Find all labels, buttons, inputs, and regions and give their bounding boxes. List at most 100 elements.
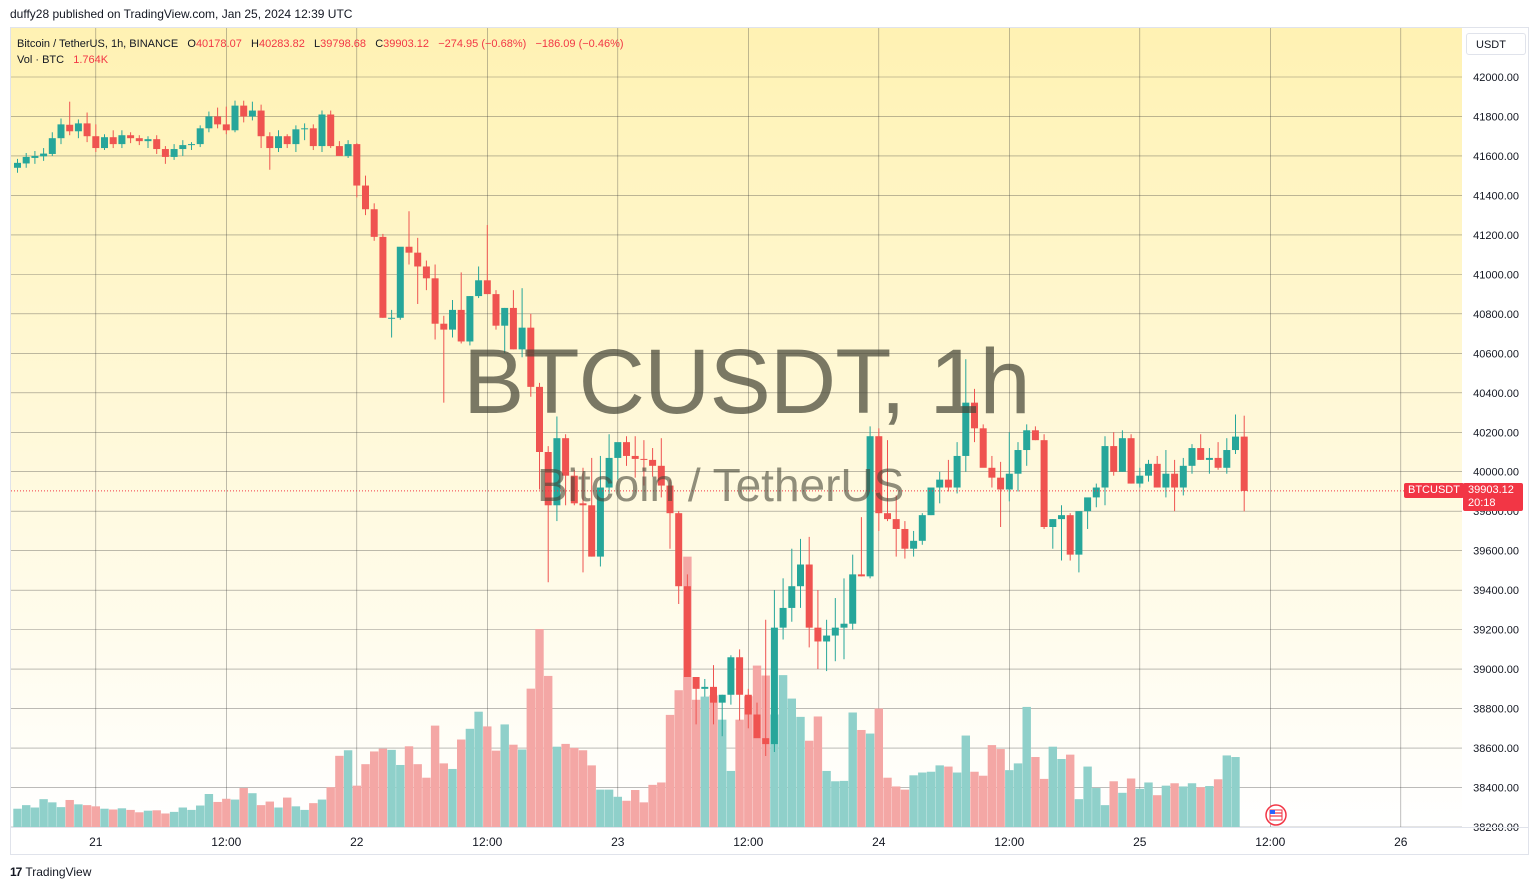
legend-low: 39798.68 (320, 38, 367, 50)
volume-bar (587, 765, 596, 827)
volume-bar (1179, 786, 1188, 827)
candle-body (831, 627, 839, 636)
legend: Bitcoin / TetherUS, 1h, BINANCE O40178.0… (17, 36, 624, 68)
volume-bar (691, 699, 701, 827)
candle-body (414, 252, 422, 267)
candle-body (501, 307, 509, 326)
candle-body (1153, 463, 1161, 488)
candle-body (283, 136, 291, 145)
candle-body (335, 146, 343, 156)
time-axis[interactable]: 21 12:00 22 12:00 23 12:00 24 12:00 25 12:00 26 (89, 835, 1408, 849)
volume-bar (1031, 757, 1040, 827)
candle-body (57, 124, 65, 139)
candle-body (1188, 448, 1196, 466)
volume-bar (770, 714, 779, 827)
candle-body (1118, 438, 1126, 472)
legend-ohlc-row: Bitcoin / TetherUS, 1h, BINANCE O40178.0… (17, 36, 624, 52)
volume-bar (39, 799, 48, 827)
volume-bar (404, 746, 414, 827)
candle-body (109, 137, 117, 145)
price-tick-label: 40800.00 (1473, 309, 1519, 321)
volume-bar (735, 719, 744, 827)
volume-bar (839, 780, 849, 827)
legend-low-label: L (314, 38, 321, 50)
volume-bar (30, 807, 40, 827)
candle-body (727, 657, 735, 695)
time-tick-label: 22 (350, 835, 364, 849)
time-tick-label: 12:00 (733, 835, 763, 849)
candle-body (666, 485, 674, 514)
price-tick-label: 38800.00 (1473, 704, 1519, 716)
volume-bar (700, 696, 709, 827)
candle-body (1232, 436, 1239, 451)
currency-button[interactable]: USDT (1466, 33, 1526, 55)
candle-body (527, 327, 535, 387)
candle-body (1127, 438, 1135, 484)
volume-bar (1205, 786, 1214, 827)
candle-body (910, 540, 918, 549)
volume-bar (726, 770, 736, 827)
candle-body (1101, 446, 1109, 488)
volume-bar (1153, 795, 1162, 827)
candle-body (1040, 440, 1048, 527)
candle-body (74, 123, 82, 132)
volume-bar (13, 808, 22, 827)
volume-bar (604, 789, 614, 827)
last-price-value: 39903.12 (1468, 484, 1514, 496)
candle-body (840, 623, 848, 628)
candle-body (1005, 473, 1013, 490)
volume-bar (1005, 770, 1014, 827)
volume-bar (718, 719, 727, 827)
price-tick-label: 38600.00 (1473, 743, 1519, 755)
price-chart[interactable]: 42000.00 41800.00 41600.00 41400.00 41200.00… (11, 28, 1529, 855)
candle-body (1197, 448, 1205, 460)
volume-bar (509, 744, 518, 827)
volume-bar (239, 788, 248, 827)
volume-bar (1222, 755, 1231, 827)
candle-body (536, 386, 543, 452)
volume-bar (857, 729, 866, 827)
candle-body (927, 487, 935, 516)
candle-body (1075, 511, 1083, 555)
legend-high-label: H (251, 38, 259, 50)
volume-bar (1118, 792, 1127, 827)
volume-bar (578, 750, 588, 827)
candle-body (683, 586, 691, 677)
volume-bar (1092, 788, 1101, 827)
watermark-subtitle: Bitcoin / TetherUS (537, 459, 905, 511)
volume-bar (831, 781, 840, 827)
volume-bar (222, 798, 231, 827)
volume-bar (552, 746, 562, 827)
economic-event-flag-icon[interactable] (1264, 803, 1288, 827)
candle-body (327, 114, 335, 147)
volume-bar (683, 556, 692, 827)
volume-bar (631, 790, 640, 827)
candle-body (144, 139, 152, 142)
candle-body (301, 128, 309, 130)
legend-volume-row: Vol · BTC 1.764K (17, 52, 624, 68)
time-tick-label: 23 (611, 835, 625, 849)
tradingview-logo-icon: 17 (10, 865, 22, 879)
volume-bar (91, 806, 100, 827)
volume-bar (1057, 759, 1066, 827)
candle-body (1066, 515, 1074, 555)
volume-bar (135, 812, 144, 827)
candle-body (596, 487, 604, 557)
volume-bar (1039, 778, 1049, 827)
volume-bar (970, 771, 979, 827)
volume-bar (465, 728, 475, 827)
candle-body (449, 309, 456, 330)
candle-body (118, 135, 126, 145)
volume-bar (109, 809, 118, 827)
candle-body (953, 455, 961, 488)
volume-bar (1196, 787, 1205, 827)
candle-body (1014, 450, 1022, 474)
footer-brand[interactable]: TradingView (25, 865, 92, 879)
price-axis[interactable]: 42000.00 41800.00 41600.00 41400.00 41200.00… (11, 72, 1529, 834)
chart-frame[interactable]: 42000.00 41800.00 41600.00 41400.00 41200.00… (10, 27, 1529, 855)
candle-body (631, 455, 639, 459)
volume-bar (1126, 778, 1136, 827)
volume-bar (961, 735, 970, 827)
candle-body (884, 513, 891, 520)
volume-bar (787, 698, 796, 827)
